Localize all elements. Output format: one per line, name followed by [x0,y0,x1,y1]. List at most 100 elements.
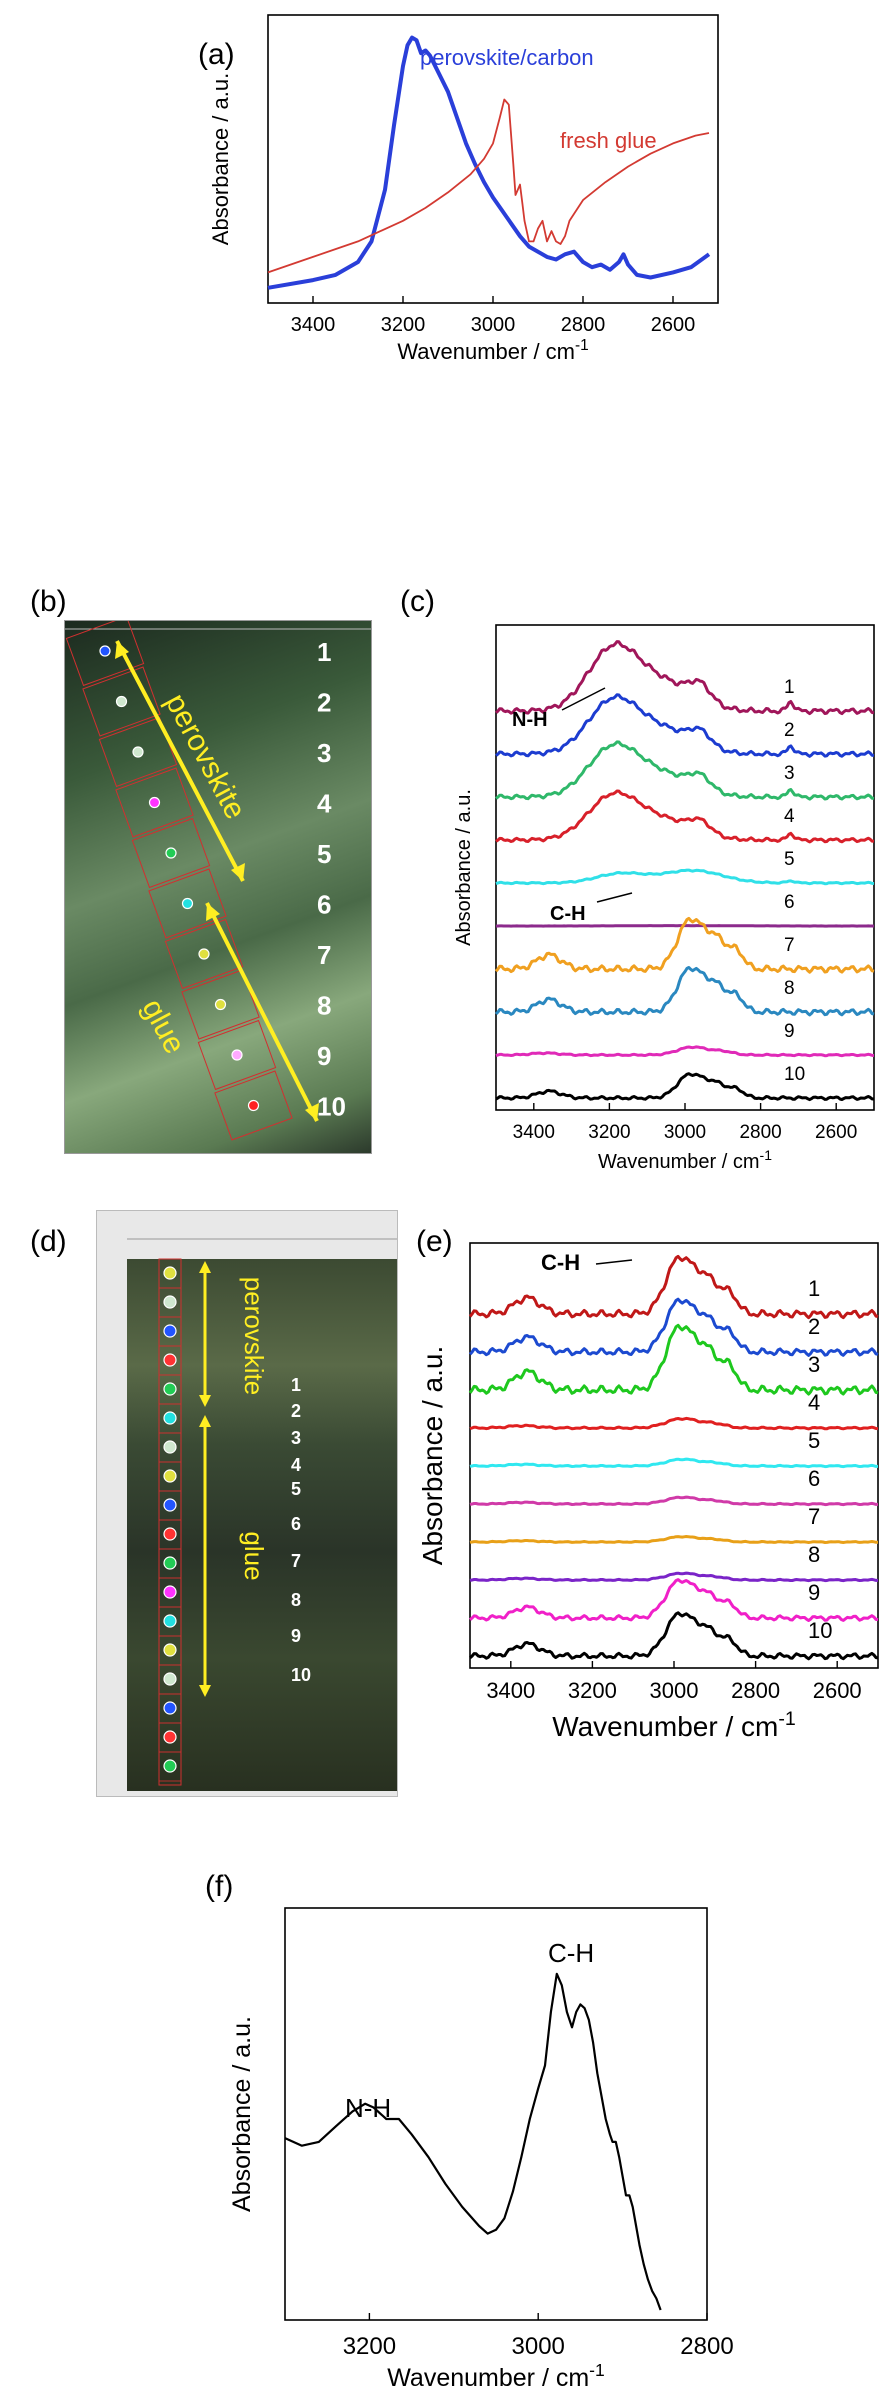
series-label-5: 5 [808,1428,820,1453]
annotation-ch-pointer [595,1259,633,1265]
x-axis-label: Wavenumber / cm-1 [387,2360,604,2392]
perovskite-arrowhead-bottom [199,1395,211,1407]
measurement-point [231,1049,243,1061]
series-label-9: 9 [808,1580,820,1605]
microscope-image-d: 1 2 3 4 5 6 7 8 9 10 perovskite glue [96,1210,398,1797]
y-axis-label: Absorbance / a.u. [208,73,233,245]
panel-f: (f) 3200 3000 2800 Wavenumber / cm-1 Absorba… [0,1870,896,2396]
series-label-8: 8 [784,978,795,999]
point-number-7: 7 [317,940,331,970]
measurement-point [165,847,177,859]
panel-e: (e) 3400 3200 3000 2800 2600 Wavenumber / cm-… [400,1205,896,1805]
series-line-8 [494,966,875,1017]
panel-c: (c) 3400 3200 3000 2800 2600 Wavenumber / cm-… [400,580,896,1190]
point-number-5: 5 [291,1479,301,1499]
series-line-1 [494,640,875,716]
series-line-5 [495,868,875,886]
photo-d-overlay: 1 2 3 4 5 6 7 8 9 10 perovskite glue [127,1238,397,1786]
x-axis-label: Wavenumber / cm-1 [598,1147,772,1173]
series-line-4 [495,789,875,844]
series-line-7 [494,916,875,974]
glue-arrowhead-bottom [305,1103,319,1121]
x-tick-label: 2600 [813,1678,862,1703]
annotation-nh: N-H [345,2093,391,2123]
series-label-fresh-glue: fresh glue [560,128,657,153]
glue-arrowhead-top [206,903,220,921]
series-line-10 [468,1611,879,1661]
measurement-point [148,796,161,809]
x-tick-label: 3000 [512,2333,565,2360]
point-number-1: 1 [317,637,331,667]
series-label-4: 4 [784,806,795,827]
x-tick-label: 3400 [513,1122,555,1143]
annotation-ch: C-H [550,903,586,925]
y-axis-label: Absorbance / a.u. [453,789,475,946]
panel-f-letter: (f) [205,1870,234,1903]
measurement-point [163,1556,177,1570]
label-glue: glue [136,994,192,1060]
point-number-1: 1 [291,1375,301,1395]
annotation-ch: C-H [548,1938,594,1968]
point-number-9: 9 [317,1041,331,1071]
point-number-7: 7 [291,1551,301,1571]
grid-cell [65,621,145,687]
measurement-point [163,1730,177,1744]
series-line-9 [469,1578,879,1622]
grid-cell [197,1019,277,1091]
series-line-10 [495,1072,875,1102]
x-tick-label: 3000 [664,1122,706,1143]
x-axis-label: Wavenumber / cm-1 [552,1708,796,1742]
series-label-2: 2 [808,1314,820,1339]
panel-d-letter: (d) [30,1225,67,1258]
microscope-image-b: 1 2 3 4 5 6 7 8 9 10 perovskite glue [64,620,372,1154]
x-tick-label: 2800 [739,1122,781,1143]
series-label-3: 3 [784,763,795,784]
measurement-point [163,1701,177,1715]
series-line-2 [468,1297,879,1357]
measurement-point [163,1440,177,1454]
label-glue: glue [239,1531,269,1580]
x-tick-label: 3200 [381,314,426,336]
x-axis-label: Wavenumber / cm-1 [397,337,588,364]
series-label-10: 10 [784,1064,805,1085]
measurement-point [181,897,194,910]
panel-e-letter: (e) [416,1225,453,1258]
panel-a-letter: (a) [198,38,235,71]
chart-a: 3400 3200 3000 2800 2600 Wavenumber / cm-1 Abs… [208,14,719,364]
chart-e: 3400 3200 3000 2800 2600 Wavenumber / cm-1 Abs… [417,1242,879,1742]
plot-frame [284,1907,708,2321]
series-line-1 [468,1254,879,1320]
point-number-10: 10 [291,1665,311,1685]
annotation-nh-pointer [561,687,606,711]
point-number-8: 8 [291,1590,301,1610]
series-label-3: 3 [808,1352,820,1377]
perovskite-arrowhead-top [115,641,129,659]
measurement-point [163,1324,177,1338]
measurement-point [163,1498,177,1512]
x-tick-label: 3200 [343,2333,396,2360]
x-tick-label: 2800 [680,2333,733,2360]
measurement-point [163,1672,177,1686]
y-axis-label: Absorbance / a.u. [417,1346,448,1565]
series-label-1: 1 [784,677,795,698]
annotation-ch: C-H [541,1250,580,1275]
measurement-point [163,1353,177,1367]
panel-d: (d) 1 2 3 4 5 6 7 8 9 10 perovskite glue [0,1205,410,1805]
point-number-2: 2 [291,1401,301,1421]
annotation-ch-pointer [596,892,633,903]
x-tick-label: 3200 [568,1678,617,1703]
series-label-10: 10 [808,1618,832,1643]
grid-cell [164,918,244,990]
series-label-9: 9 [784,1021,795,1042]
series-line-3 [468,1323,879,1396]
series-line-7 [469,1535,878,1544]
panel-c-letter: (c) [400,585,435,618]
measurement-point [163,1469,177,1483]
x-tick-label: 2600 [815,1122,857,1143]
x-tick-label: 3000 [471,314,516,336]
glue-arrowhead-top [199,1415,211,1427]
grid-cell [82,666,161,737]
series-line-1 [267,98,710,274]
measurement-point [163,1759,177,1773]
measurement-point [214,998,227,1011]
